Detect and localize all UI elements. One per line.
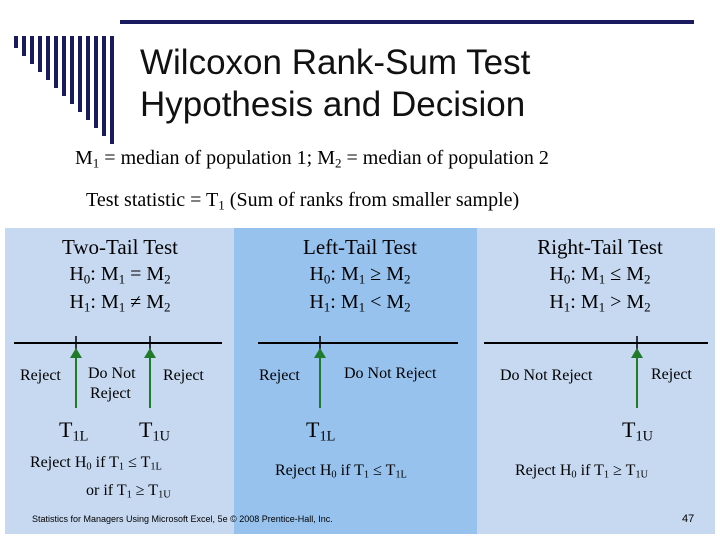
decor-bar <box>22 36 26 56</box>
decor-bar <box>62 36 66 96</box>
left-tail-rule: Reject H0 if T1 ≤ T1L <box>275 462 407 481</box>
right-tail-title: Right-Tail Test <box>537 235 663 259</box>
left-tail-title: Left-Tail Test <box>303 235 417 259</box>
two-tail-reject-right: Reject <box>163 367 204 384</box>
right-tail-rule: Reject H0 if T1 ≥ T1U <box>515 462 649 481</box>
right-tail-do-not-reject: Do Not Reject <box>500 367 593 384</box>
footer-citation: Statistics for Managers Using Microsoft … <box>32 514 333 524</box>
decor-bar <box>54 36 58 88</box>
decor-bar <box>110 36 114 144</box>
right-tail-h1: H1: M1 > M2 <box>549 291 651 315</box>
decor-bar <box>30 36 34 64</box>
decor-bar <box>102 36 106 136</box>
left-tail-panel <box>234 228 477 534</box>
right-tail-crit: T1U <box>622 417 653 445</box>
two-tail-panel <box>5 228 234 534</box>
left-tail-h1: H1: M1 < M2 <box>309 291 411 315</box>
right-tail-panel <box>477 228 715 534</box>
two-tail-upper-arrow <box>144 348 156 358</box>
two-tail-title: Two-Tail Test <box>62 235 178 259</box>
decor-bar <box>14 36 18 48</box>
two-tail-reject-left: Reject <box>20 367 61 384</box>
two-tail-h0: H0: M1 = M2 <box>69 263 171 287</box>
two-tail-crit-lower: T1L <box>59 417 89 445</box>
left-tail-do-not-reject: Do Not Reject <box>344 365 437 382</box>
right-tail-reject: Reject <box>651 366 692 383</box>
page-number: 47 <box>682 513 695 525</box>
definitions-line: M1 = median of population 1; M2 = median… <box>75 147 549 171</box>
left-tail-arrow <box>314 348 326 358</box>
decor-bar <box>46 36 50 80</box>
title-rule <box>120 20 694 24</box>
two-tail-do-not-reject-2: Reject <box>90 385 131 402</box>
right-tail-h0: H0: M1 ≤ M2 <box>549 263 651 287</box>
test-statistic-line: Test statistic = T1 (Sum of ranks from s… <box>86 189 520 213</box>
decor-bar <box>94 36 98 128</box>
left-tail-reject: Reject <box>259 367 300 384</box>
slide-title: Wilcoxon Rank-Sum Test Hypothesis and De… <box>140 42 530 126</box>
two-tail-h1: H1: M1 ≠ M2 <box>69 291 171 315</box>
title-line-1: Wilcoxon Rank-Sum Test <box>140 43 531 82</box>
two-tail-rule-2: or if T1 ≥ T1U <box>86 482 171 501</box>
title-line-2: Hypothesis and Decision <box>140 85 526 124</box>
two-tail-rule-1: Reject H0 if T1 ≤ T1L <box>30 454 162 473</box>
two-tail-lower-arrow <box>70 348 82 358</box>
decor-bar <box>78 36 82 112</box>
two-tail-do-not-reject-1: Do Not <box>88 365 136 382</box>
left-tail-h0: H0: M1 ≥ M2 <box>309 263 411 287</box>
decor-bar <box>38 36 42 72</box>
right-tail-arrow <box>631 348 643 358</box>
decor-bar <box>86 36 90 120</box>
two-tail-crit-upper: T1U <box>139 417 170 445</box>
decor-bar <box>70 36 74 104</box>
left-tail-crit: T1L <box>306 417 336 445</box>
